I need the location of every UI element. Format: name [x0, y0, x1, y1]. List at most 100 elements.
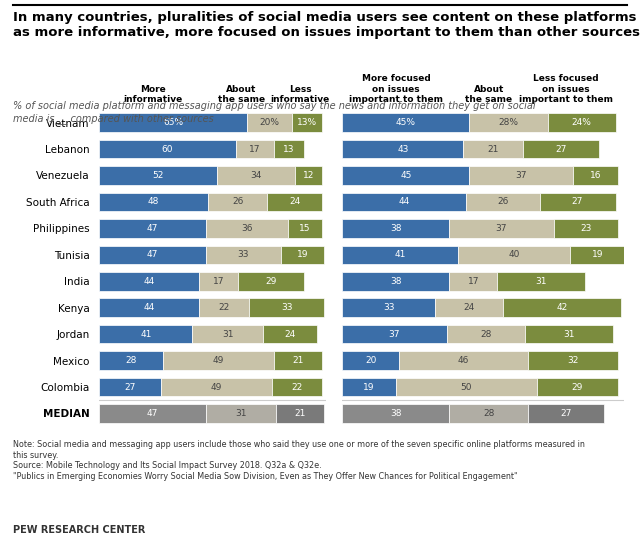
Text: 21: 21 — [488, 144, 499, 154]
Text: 19: 19 — [364, 382, 375, 392]
Text: 26: 26 — [497, 197, 509, 206]
Text: 24: 24 — [289, 197, 300, 206]
Bar — [449, 272, 497, 290]
Bar — [467, 193, 540, 211]
Text: 28%: 28% — [499, 118, 518, 127]
Bar — [193, 325, 263, 344]
Text: 50: 50 — [461, 382, 472, 392]
Text: 33: 33 — [383, 303, 395, 312]
Bar — [528, 404, 604, 423]
Text: 60: 60 — [162, 144, 173, 154]
Bar — [342, 272, 449, 290]
Bar — [274, 351, 322, 370]
Bar — [449, 219, 554, 237]
Bar — [342, 140, 463, 158]
Bar — [396, 378, 537, 396]
Bar — [288, 219, 322, 237]
Text: 22: 22 — [218, 303, 230, 312]
Text: 48: 48 — [148, 197, 159, 206]
Text: 47: 47 — [147, 409, 158, 418]
Bar — [449, 404, 528, 423]
Text: 29: 29 — [265, 277, 276, 286]
Text: 16: 16 — [590, 171, 602, 180]
Text: 21: 21 — [292, 356, 304, 365]
Bar — [342, 299, 435, 317]
Bar — [199, 272, 238, 290]
Bar — [268, 193, 322, 211]
Bar — [99, 246, 206, 264]
Text: 33: 33 — [281, 303, 292, 312]
Text: 45%: 45% — [396, 118, 416, 127]
Text: 44: 44 — [143, 303, 155, 312]
Bar — [540, 193, 616, 211]
Bar — [525, 325, 612, 344]
Bar — [99, 378, 161, 396]
Text: 38: 38 — [390, 277, 402, 286]
Text: 47: 47 — [147, 224, 158, 233]
Text: 49: 49 — [211, 382, 222, 392]
Bar — [458, 246, 570, 264]
Bar — [570, 246, 624, 264]
Bar — [342, 351, 399, 370]
Text: 13%: 13% — [297, 118, 317, 127]
Text: 29: 29 — [572, 382, 583, 392]
Text: 47: 47 — [147, 251, 158, 259]
Text: 31: 31 — [222, 330, 234, 339]
Text: 17: 17 — [212, 277, 224, 286]
Text: 31: 31 — [563, 330, 575, 339]
Bar — [469, 113, 548, 132]
Text: 37: 37 — [496, 224, 508, 233]
Bar — [276, 404, 324, 423]
Text: 17: 17 — [249, 144, 260, 154]
Text: PEW RESEARCH CENTER: PEW RESEARCH CENTER — [13, 525, 145, 535]
Bar — [274, 140, 304, 158]
Bar — [238, 272, 303, 290]
Text: 19: 19 — [297, 251, 308, 259]
Text: 31: 31 — [236, 409, 247, 418]
Text: Note: Social media and messaging app users include those who said they use one o: Note: Social media and messaging app use… — [13, 440, 585, 480]
Text: 24: 24 — [284, 330, 296, 339]
Text: 28: 28 — [483, 409, 495, 418]
Bar — [537, 378, 618, 396]
Text: 28: 28 — [125, 356, 137, 365]
Bar — [447, 325, 525, 344]
Text: 43: 43 — [397, 144, 408, 154]
Bar — [249, 299, 324, 317]
Bar — [263, 325, 317, 344]
Text: 65%: 65% — [163, 118, 183, 127]
Bar — [218, 166, 294, 185]
Text: More
informative: More informative — [123, 85, 182, 104]
Bar — [272, 378, 322, 396]
Bar — [199, 299, 249, 317]
Text: 27: 27 — [124, 382, 136, 392]
Text: 34: 34 — [250, 171, 262, 180]
Text: Less
informative: Less informative — [271, 85, 330, 104]
Bar — [497, 272, 584, 290]
Bar — [528, 351, 618, 370]
Text: 27: 27 — [572, 197, 583, 206]
Bar — [342, 325, 447, 344]
Text: 13: 13 — [283, 144, 294, 154]
Bar — [206, 404, 276, 423]
Text: 37: 37 — [515, 171, 527, 180]
Bar — [99, 325, 193, 344]
Text: 27: 27 — [555, 144, 566, 154]
Text: 28: 28 — [481, 330, 492, 339]
Bar — [469, 166, 573, 185]
Text: 41: 41 — [140, 330, 152, 339]
Text: 33: 33 — [237, 251, 249, 259]
Bar — [236, 140, 274, 158]
Bar — [342, 113, 469, 132]
Bar — [342, 219, 449, 237]
Bar — [99, 219, 206, 237]
Text: 20%: 20% — [260, 118, 280, 127]
Text: 40: 40 — [509, 251, 520, 259]
Text: 17: 17 — [468, 277, 479, 286]
Text: 19: 19 — [591, 251, 603, 259]
Bar — [342, 404, 449, 423]
Bar — [99, 351, 163, 370]
Text: 44: 44 — [399, 197, 410, 206]
Text: 38: 38 — [390, 409, 402, 418]
Text: 12: 12 — [303, 171, 314, 180]
Text: 31: 31 — [535, 277, 547, 286]
